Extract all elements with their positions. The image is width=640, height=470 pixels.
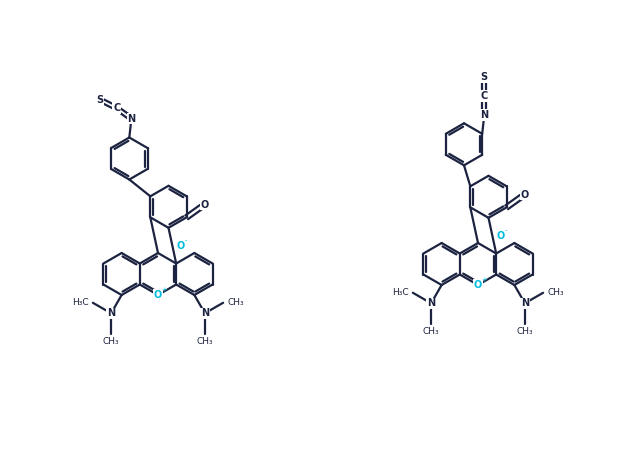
Text: O: O [200,200,209,210]
Text: N: N [427,298,435,308]
Text: C: C [481,91,488,101]
Text: CH₃: CH₃ [423,327,440,336]
Text: N: N [521,298,529,308]
Text: O: O [474,280,482,290]
Text: H₃C: H₃C [392,288,409,297]
Text: O: O [496,231,504,241]
Text: O: O [154,290,162,300]
Text: N: N [107,308,115,318]
Text: -: - [185,238,188,243]
Text: O: O [520,190,529,200]
Text: H₃C: H₃C [72,298,89,307]
Text: S: S [481,72,488,82]
Text: CH₃: CH₃ [227,298,244,307]
Text: CH₃: CH₃ [196,337,213,346]
Text: N: N [127,114,136,124]
Text: CH₃: CH₃ [103,337,120,346]
Text: N: N [201,308,209,318]
Text: CH₃: CH₃ [547,288,564,297]
Text: -: - [505,227,508,234]
Text: C: C [113,103,120,113]
Text: CH₃: CH₃ [516,327,533,336]
Text: S: S [97,94,104,105]
Text: +: + [161,287,167,293]
Text: N: N [480,110,488,120]
Text: +: + [481,277,487,283]
Text: O: O [176,241,184,251]
